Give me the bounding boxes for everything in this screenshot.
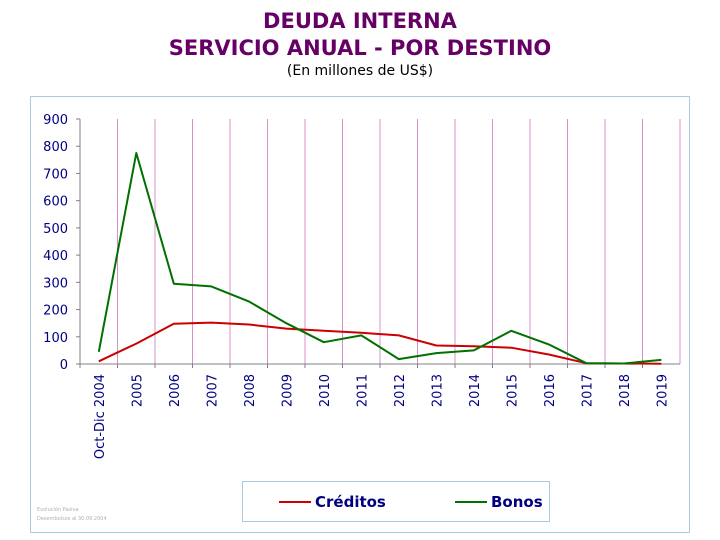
x-tick-label: 2016 [543,374,558,407]
x-tick-label: Oct-Dic 2004 [93,374,108,459]
y-tick-label: 200 [43,304,68,319]
y-tick-label: 300 [43,276,68,291]
x-tick-label: 2006 [168,374,183,407]
chart-title-block: DEUDA INTERNA SERVICIO ANUAL - POR DESTI… [0,8,720,80]
y-tick-label: 800 [43,140,68,155]
legend-item-creditos: Créditos [279,492,386,512]
y-tick-label: 700 [43,167,68,182]
legend-swatch-creditos [279,501,311,503]
x-tick-label: 2018 [618,374,633,407]
chart-subtitle: (En millones de US$) [286,63,434,79]
chart-title-line2: SERVICIO ANUAL - POR DESTINO [168,36,552,60]
y-tick-label: 0 [60,358,68,373]
x-tick-label: 2014 [468,374,483,407]
x-tick-label: 2009 [280,374,295,407]
x-tick-label: 2010 [318,374,333,407]
y-tick-label: 400 [43,249,68,264]
footnote-line2: Desembolsos al 30.09.2004 [37,516,107,522]
x-tick-label: 2008 [243,374,258,407]
chart-frame [30,96,690,533]
y-tick-label: 600 [43,195,68,210]
x-tick-label: 2011 [355,374,370,407]
series-line-bonos [97,152,662,365]
footnote-line1: Evolución Pasiva [37,507,79,513]
x-tick-label: 2019 [655,374,670,407]
x-tick-label: 2017 [580,374,595,407]
chart-legend: Créditos Bonos [242,481,550,522]
x-tick-label: 2015 [505,374,520,407]
legend-label-bonos: Bonos [491,493,543,511]
y-tick-label: 100 [43,331,68,346]
legend-swatch-bonos [455,501,487,503]
series-line-creditos [98,321,662,365]
legend-item-bonos: Bonos [455,492,543,512]
x-tick-label: 2007 [205,374,220,407]
x-tick-label: 2012 [393,374,408,407]
y-tick-label: 500 [43,222,68,237]
y-tick-label: 900 [43,113,68,128]
x-tick-label: 2013 [430,374,445,407]
x-tick-label: 2005 [130,374,145,407]
legend-label-creditos: Créditos [315,493,386,511]
chart-title-line1: DEUDA INTERNA [263,9,457,33]
